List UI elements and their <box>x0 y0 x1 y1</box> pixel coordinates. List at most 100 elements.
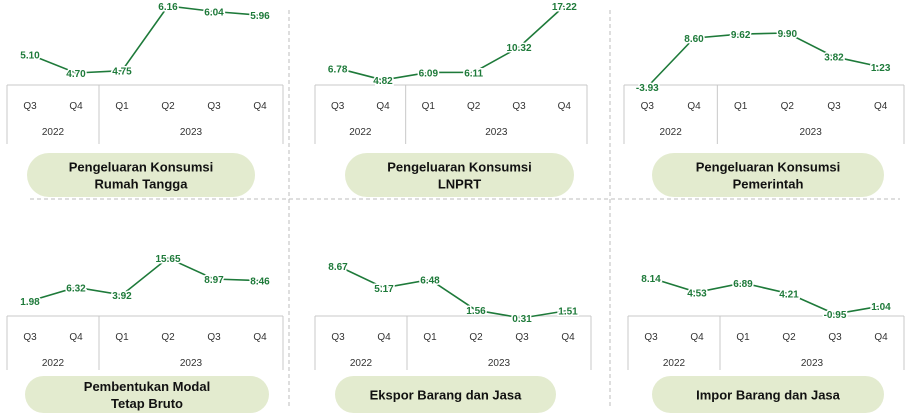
x-tick-label: Q1 <box>115 101 129 112</box>
title-pill <box>345 153 574 197</box>
data-label: -0.95 <box>824 310 847 321</box>
data-label: 6.16 <box>158 2 178 13</box>
x-tick-label: Q3 <box>828 332 842 343</box>
data-label: 3.82 <box>824 53 844 64</box>
x-tick-label: Q3 <box>512 101 526 112</box>
data-label: 6.89 <box>733 279 753 290</box>
x-tick-label: Q4 <box>690 332 704 343</box>
chart-panel: 1.98 6.32 3.92 15.65 8.97 8.46 Q3 Q4 Q1 Q2 Q3 Q4 202… <box>6 253 284 413</box>
chart-title: Pengeluaran Konsumsi <box>387 160 531 175</box>
chart-title: Pemerintah <box>733 177 804 192</box>
x-tick-label: Q4 <box>69 332 83 343</box>
data-label: 9.90 <box>778 29 798 40</box>
data-label: 8.46 <box>250 277 270 288</box>
data-label: -3.93 <box>636 83 659 94</box>
x-tick-label: Q4 <box>874 101 888 112</box>
x-tick-label: Q1 <box>422 101 436 112</box>
data-label: 1.98 <box>20 297 40 308</box>
year-label: 2022 <box>42 358 65 369</box>
data-label: 5.10 <box>20 51 40 62</box>
series-line <box>650 277 882 315</box>
data-label: 1.56 <box>466 306 486 317</box>
data-label: 8.60 <box>684 34 704 45</box>
data-label: 8.97 <box>204 275 224 286</box>
year-label: 2023 <box>801 358 824 369</box>
data-label: 4.53 <box>687 288 707 299</box>
series-line <box>337 265 569 319</box>
data-label: 1.23 <box>871 63 891 74</box>
year-label: 2023 <box>488 358 511 369</box>
title-pill <box>25 376 269 413</box>
chart-panel: -3.93 8.60 9.62 9.90 3.82 1.23 Q3 Q4 Q1 Q2 Q3 Q4 202… <box>623 28 905 197</box>
year-label: 2022 <box>350 358 373 369</box>
year-label: 2023 <box>180 358 203 369</box>
title-pill <box>652 153 884 197</box>
chart-title: LNPRT <box>438 177 481 192</box>
data-label: 15.65 <box>155 254 180 265</box>
x-tick-label: Q3 <box>644 332 658 343</box>
title-pill <box>27 153 255 197</box>
x-tick-label: Q3 <box>23 332 37 343</box>
data-label: 8.14 <box>641 274 661 285</box>
x-tick-label: Q3 <box>207 101 221 112</box>
x-tick-label: Q3 <box>827 101 841 112</box>
data-label: 5.17 <box>374 284 394 295</box>
year-label: 2022 <box>42 127 65 138</box>
x-tick-label: Q4 <box>874 332 888 343</box>
year-label: 2023 <box>800 127 823 138</box>
x-tick-label: Q4 <box>558 101 572 112</box>
data-label: 8.67 <box>328 262 348 273</box>
year-label: 2023 <box>180 127 203 138</box>
x-tick-label: Q3 <box>23 101 37 112</box>
series-line <box>337 5 565 81</box>
x-tick-label: Q4 <box>253 101 267 112</box>
x-tick-label: Q1 <box>115 332 129 343</box>
x-tick-label: Q2 <box>782 332 796 343</box>
series-line <box>29 257 261 302</box>
x-tick-label: Q2 <box>161 101 175 112</box>
data-label: 17.22 <box>552 2 577 13</box>
x-tick-label: Q2 <box>781 101 795 112</box>
title-pill <box>335 376 556 413</box>
x-tick-label: Q4 <box>377 332 391 343</box>
chart-panel: 8.67 5.17 6.48 1.56 0.31 1.51 Q3 Q4 Q1 Q2 Q3 Q4 2022… <box>314 261 592 413</box>
title-pill <box>652 376 884 413</box>
data-label: 9.62 <box>731 30 751 41</box>
chart-title: Impor Barang dan Jasa <box>696 388 841 403</box>
chart-title: Pengeluaran Konsumsi <box>69 160 213 175</box>
x-tick-label: Q4 <box>561 332 575 343</box>
x-tick-label: Q4 <box>376 101 390 112</box>
data-label: 4.70 <box>66 69 86 80</box>
data-label: 1.51 <box>558 307 578 318</box>
x-tick-label: Q2 <box>467 101 481 112</box>
series-line <box>646 32 881 88</box>
data-label: 6.48 <box>420 276 440 287</box>
x-tick-label: Q4 <box>69 101 83 112</box>
year-label: 2022 <box>660 127 683 138</box>
data-label: 0.31 <box>512 314 532 325</box>
year-label: 2022 <box>663 358 686 369</box>
data-label: 4.75 <box>112 67 132 78</box>
data-label: 10.32 <box>506 43 531 54</box>
data-label: 6.32 <box>66 283 86 294</box>
data-label: 4.21 <box>779 290 799 301</box>
x-tick-label: Q3 <box>331 101 345 112</box>
data-label: 1.04 <box>871 302 891 313</box>
data-label: 6.04 <box>204 8 224 19</box>
data-label: 6.09 <box>419 68 439 79</box>
data-label: 6.11 <box>464 68 483 79</box>
chart-title: Rumah Tangga <box>95 177 189 192</box>
x-tick-label: Q3 <box>331 332 345 343</box>
x-tick-label: Q3 <box>515 332 529 343</box>
x-tick-label: Q2 <box>469 332 483 343</box>
year-label: 2023 <box>485 127 508 138</box>
x-tick-label: Q1 <box>423 332 437 343</box>
chart-panel: 8.14 4.53 6.89 4.21 -0.95 1.04 Q3 Q4 Q1 Q2 Q3 Q4 202… <box>627 273 905 413</box>
x-tick-label: Q1 <box>736 332 750 343</box>
chart-title: Pembentukan Modal <box>84 379 210 394</box>
chart-title: Tetap Bruto <box>111 396 183 411</box>
data-label: 3.92 <box>112 291 132 302</box>
chart-title: Ekspor Barang dan Jasa <box>370 388 522 403</box>
x-tick-label: Q2 <box>161 332 175 343</box>
